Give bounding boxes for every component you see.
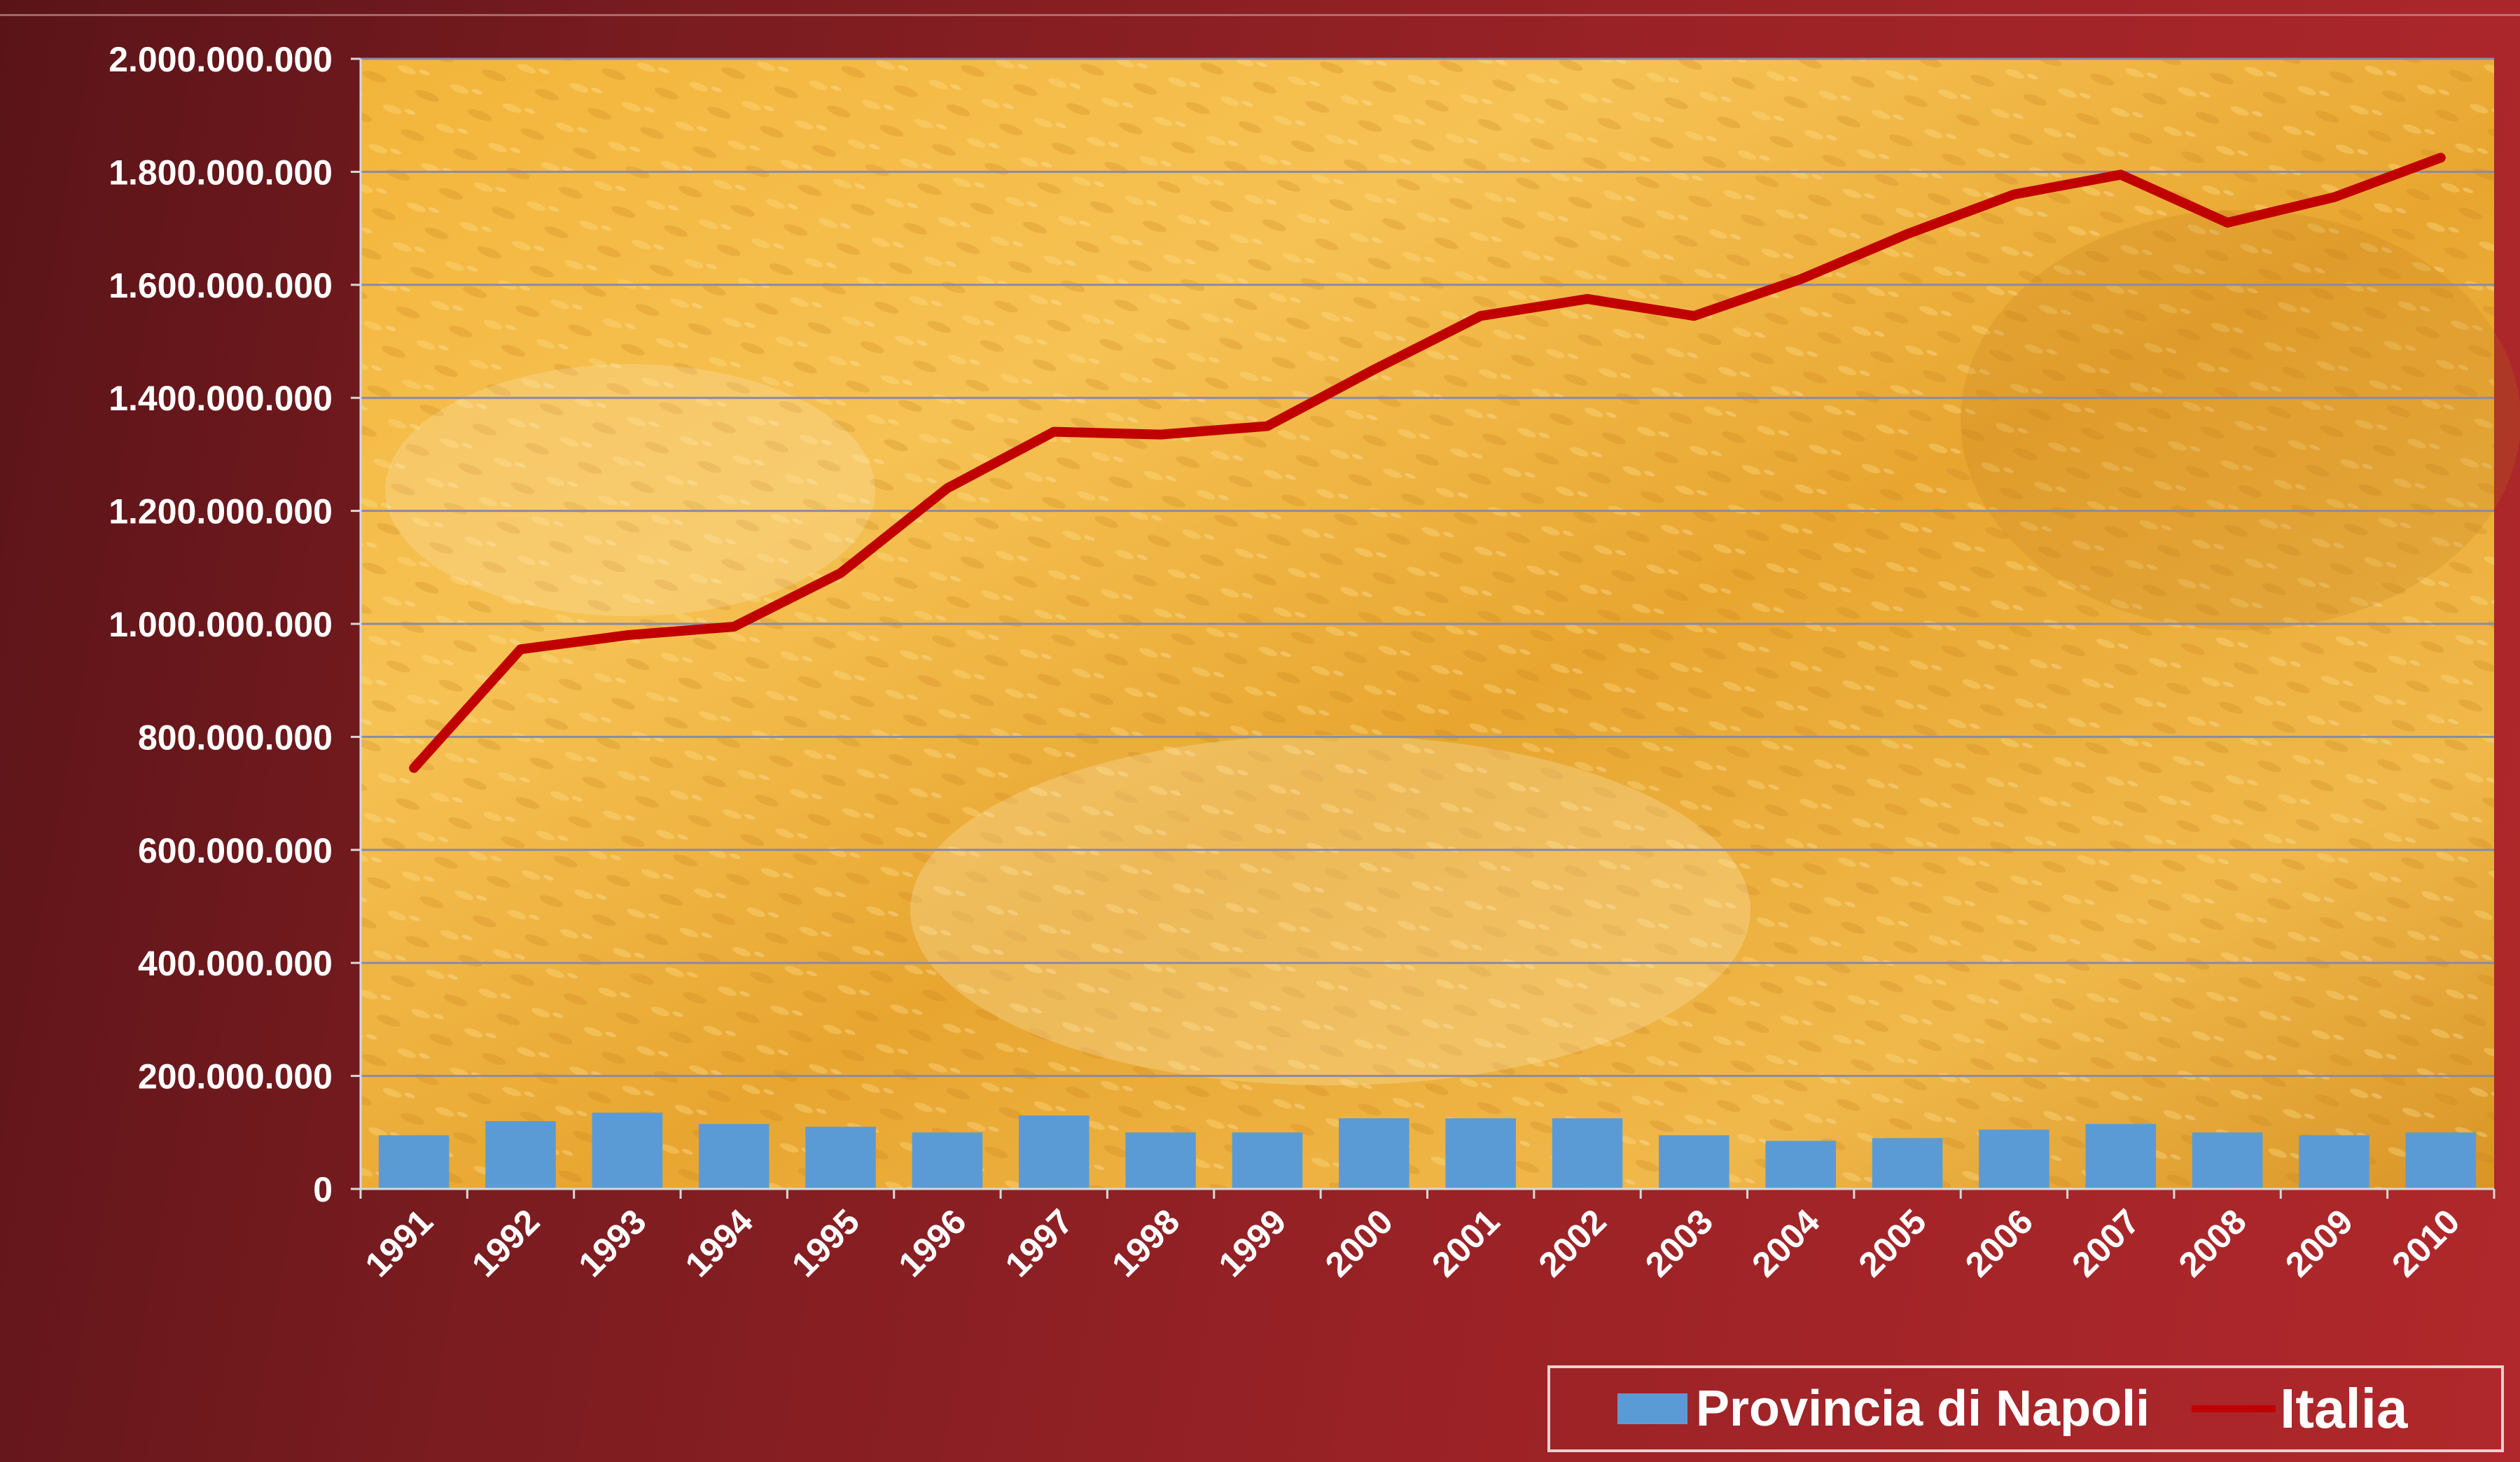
point-italia-2008 bbox=[2227, 222, 2229, 224]
point-italia-2010 bbox=[2439, 157, 2442, 159]
plot-background bbox=[361, 59, 2520, 1189]
bar-provincia-2005 bbox=[1872, 1138, 1943, 1189]
x-tick-label: 2007 bbox=[2064, 1202, 2147, 1284]
legend-label-italia: Italia bbox=[2280, 1377, 2408, 1440]
y-tick-label: 1.200.000.000 bbox=[109, 492, 333, 531]
x-tick-label: 2002 bbox=[1531, 1202, 1614, 1284]
x-tick-label: 1991 bbox=[358, 1202, 440, 1284]
bar-provincia-2007 bbox=[2085, 1124, 2157, 1189]
bar-series bbox=[378, 1113, 2477, 1189]
bar-provincia-1995 bbox=[805, 1127, 876, 1189]
point-italia-2000 bbox=[1373, 368, 1375, 370]
bar-provincia-1996 bbox=[912, 1132, 983, 1189]
legend-swatch-italia bbox=[2192, 1405, 2276, 1412]
x-tick-label: 2004 bbox=[1744, 1202, 1827, 1284]
bar-provincia-2010 bbox=[2405, 1132, 2477, 1189]
x-tick-label: 2000 bbox=[1318, 1202, 1400, 1284]
x-tick-label: 1995 bbox=[784, 1202, 867, 1284]
bar-provincia-2002 bbox=[1552, 1118, 1623, 1189]
y-tick-label: 0 bbox=[313, 1170, 333, 1209]
x-tick-label: 2009 bbox=[2278, 1202, 2360, 1284]
gridlines bbox=[351, 57, 2494, 1190]
y-tick-label: 400.000.000 bbox=[138, 944, 333, 983]
x-tick-label: 1998 bbox=[1104, 1202, 1187, 1284]
bar-provincia-1998 bbox=[1125, 1132, 1196, 1189]
point-italia-2009 bbox=[2333, 196, 2335, 198]
legend-label-provincia: Provincia di Napoli bbox=[1696, 1381, 2150, 1437]
bar-provincia-2006 bbox=[1979, 1129, 2049, 1189]
x-tick-label: 2006 bbox=[1958, 1202, 2040, 1284]
line-italia bbox=[409, 153, 2446, 773]
x-tick-label: 1994 bbox=[678, 1202, 760, 1284]
bar-provincia-1993 bbox=[592, 1113, 663, 1189]
x-tick-label: 2010 bbox=[2384, 1202, 2467, 1284]
point-italia-2001 bbox=[1480, 315, 1482, 317]
point-italia-1991 bbox=[413, 767, 415, 769]
bar-provincia-1997 bbox=[1018, 1115, 1090, 1189]
x-tick-label: 1999 bbox=[1211, 1202, 1294, 1284]
legend-swatch-provincia bbox=[1617, 1393, 1687, 1424]
y-tick-label: 2.000.000.000 bbox=[109, 40, 333, 79]
x-tick-label: 2008 bbox=[2171, 1202, 2254, 1284]
point-italia-2007 bbox=[2119, 174, 2122, 176]
x-tick-label: 1993 bbox=[571, 1202, 653, 1284]
point-italia-1994 bbox=[733, 626, 735, 628]
top-divider bbox=[0, 14, 2520, 16]
point-italia-1996 bbox=[946, 487, 948, 489]
point-italia-1992 bbox=[520, 648, 522, 650]
y-tick-labels: 0 200.000.000 400.000.000 600.000.000 800.00… bbox=[109, 40, 333, 1209]
point-italia-2002 bbox=[1587, 298, 1589, 300]
point-italia-1997 bbox=[1053, 431, 1055, 433]
y-tick-label: 1.600.000.000 bbox=[109, 266, 333, 305]
point-italia-2005 bbox=[1907, 233, 1909, 235]
y-tick-label: 200.000.000 bbox=[138, 1057, 333, 1096]
bar-provincia-2004 bbox=[1765, 1141, 1837, 1189]
legend: Provincia di Napoli Italia bbox=[1547, 1365, 2504, 1452]
y-tick-label: 1.400.000.000 bbox=[109, 379, 333, 418]
point-italia-2003 bbox=[1693, 315, 1695, 317]
bar-provincia-1992 bbox=[485, 1121, 556, 1189]
bar-provincia-1999 bbox=[1232, 1132, 1303, 1189]
bar-provincia-2001 bbox=[1445, 1118, 1516, 1189]
bar-provincia-2003 bbox=[1659, 1135, 1729, 1189]
y-tick-label: 1.000.000.000 bbox=[109, 605, 333, 644]
axes bbox=[359, 59, 2495, 1199]
y-tick-label: 1.800.000.000 bbox=[109, 153, 333, 192]
x-tick-label: 2001 bbox=[1424, 1202, 1507, 1284]
x-tick-label: 2003 bbox=[1638, 1202, 1720, 1284]
x-tick-label: 1992 bbox=[464, 1202, 547, 1284]
y-tick-label: 600.000.000 bbox=[138, 831, 333, 870]
bar-provincia-1994 bbox=[698, 1124, 770, 1189]
point-italia-1995 bbox=[840, 572, 842, 574]
x-tick-label: 1996 bbox=[891, 1202, 973, 1284]
point-italia-1998 bbox=[1160, 433, 1162, 436]
x-tick-label: 2005 bbox=[1851, 1202, 1934, 1284]
x-tick-label: 1997 bbox=[998, 1202, 1080, 1284]
bar-provincia-2008 bbox=[2192, 1132, 2263, 1189]
line-series bbox=[409, 153, 2446, 773]
x-tick-labels: 1991 1992 1993 1994 1995 1996 1997 1998 1999 2000… bbox=[358, 1202, 2467, 1284]
point-italia-2004 bbox=[1799, 278, 1802, 280]
point-italia-2006 bbox=[2013, 193, 2015, 195]
point-italia-1993 bbox=[626, 634, 628, 636]
point-italia-1999 bbox=[1266, 425, 1268, 427]
y-tick-label: 800.000.000 bbox=[138, 718, 333, 757]
bar-provincia-1991 bbox=[378, 1135, 450, 1189]
bar-provincia-2000 bbox=[1339, 1118, 1409, 1189]
bar-provincia-2009 bbox=[2299, 1135, 2369, 1189]
